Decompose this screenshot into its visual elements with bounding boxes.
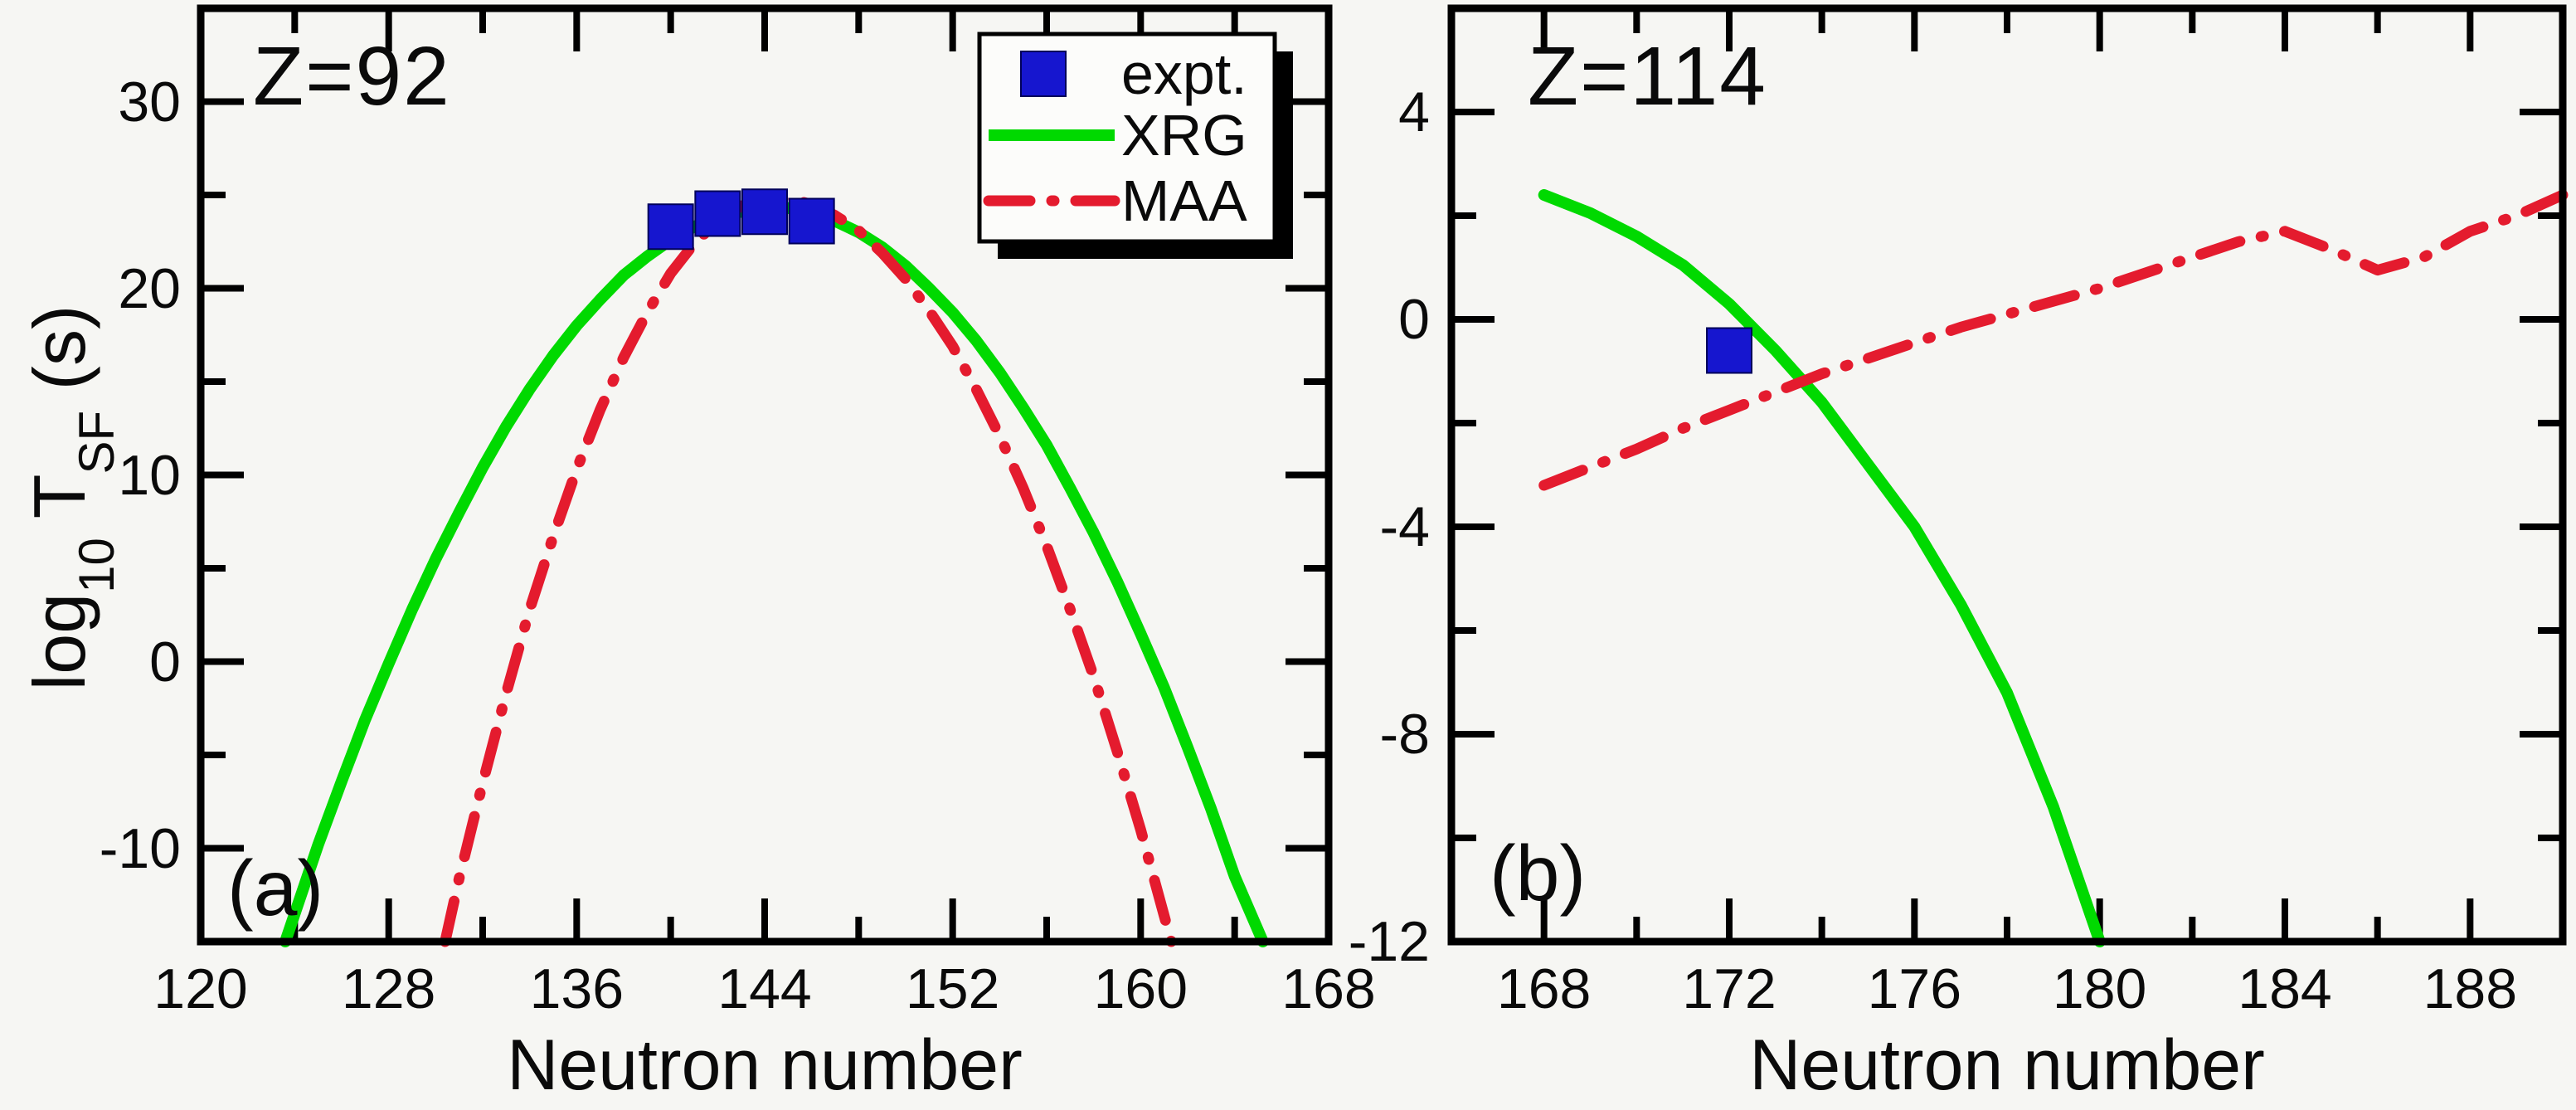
yaxis-title-sub10: 10 [68,538,124,593]
legend-expt-square-icon [1020,51,1067,97]
panel-b-xtick-label-180: 180 [2052,957,2147,1020]
panel-b-corner-label: (b) [1490,830,1587,918]
panel-b-xtick-label-176: 176 [1867,957,1962,1020]
panel-a-ytick-label-20: 20 [118,256,181,320]
panel-a-xtick-label-160: 160 [1093,957,1188,1020]
panel-b-ytick-label--4: -4 [1379,495,1430,558]
panel-b-frame [1447,4,2567,946]
panel-a-series-maa-line [440,193,1177,947]
panel-b-xtick-label-168: 168 [1496,957,1592,1020]
panel-a-ytick-label-10: 10 [118,443,181,507]
panel-b-title: Z=114 [1528,30,1767,123]
legend-label-expt: expt. [1121,41,1247,106]
panel-a-ytick-label-0: 0 [149,630,181,694]
panel-b-ytick-label-4: 4 [1398,80,1430,144]
panel-a-xtick-label-120: 120 [153,957,248,1020]
panel-b [1447,4,2569,947]
legend-box [977,32,1293,259]
legend-label-xrg: XRG [1121,103,1247,168]
legend-label-maa: MAA [1121,168,1247,233]
panel-b-xaxis-title: Neutron number [1749,1025,2265,1105]
panel-a-xtick-label-136: 136 [529,957,625,1020]
panel-a-xtick-label-128: 128 [341,957,436,1020]
panel-a-title: Z=92 [253,30,451,123]
panel-a-xaxis-title: Neutron number [507,1025,1023,1105]
panel-b-expt-point-N172 [1706,327,1752,374]
panel-b-series-xrg-line [1538,189,2106,947]
panel-b-ytick-label--8: -8 [1379,703,1430,766]
panel-a-expt-point-N142 [694,190,741,237]
panel-b-xtick-label-184: 184 [2238,957,2332,1020]
panel-b-xtick-label-172: 172 [1682,957,1776,1020]
panel-a-xtick-label-152: 152 [905,957,1000,1020]
panel-b-series-maa-line [1538,189,2569,491]
panel-a [197,4,1333,947]
panel-b-xtick-label-188: 188 [2423,957,2518,1020]
panel-a-expt-point-N146 [788,197,835,245]
panel-a-series-xrg-line [279,202,1269,947]
panel-a-expt-point-N144 [741,188,788,236]
panel-a-ytick-label-30: 30 [118,70,181,134]
panel-a-xtick-label-168: 168 [1281,957,1376,1020]
panel-a-corner-label: (a) [227,845,324,932]
panel-b-ytick-label-0: 0 [1398,288,1430,351]
panel-b-ytick-label--12: -12 [1348,910,1430,973]
panel-a-xtick-label-144: 144 [717,957,812,1020]
panel-a-ytick-label--10: -10 [99,816,181,880]
panel-a-expt-point-N140 [647,203,694,251]
panel-a-frame [197,4,1333,946]
